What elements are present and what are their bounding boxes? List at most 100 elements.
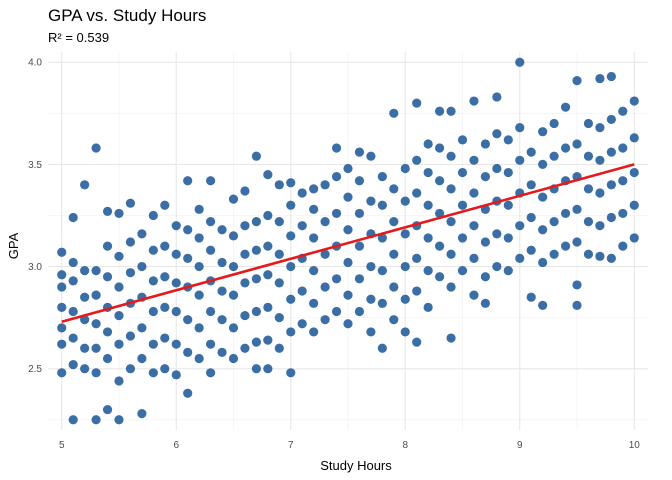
data-point — [583, 151, 594, 161]
data-point — [343, 163, 353, 174]
data-point — [366, 261, 376, 272]
data-point — [389, 249, 399, 259]
data-point — [595, 188, 605, 198]
data-point — [595, 221, 605, 231]
data-point — [183, 176, 193, 186]
data-points — [57, 57, 639, 425]
data-point — [492, 229, 502, 239]
data-point — [57, 323, 67, 333]
data-point — [618, 241, 628, 251]
data-point — [125, 268, 136, 278]
data-point — [503, 233, 513, 243]
data-point — [515, 221, 525, 231]
data-point — [526, 292, 536, 302]
data-point — [183, 315, 193, 325]
data-point — [148, 368, 158, 378]
data-point — [171, 278, 181, 288]
data-point — [435, 241, 445, 251]
data-point — [377, 172, 387, 182]
data-point — [526, 147, 536, 157]
data-point — [125, 198, 136, 208]
data-point — [469, 96, 479, 106]
data-point — [205, 368, 216, 378]
data-point — [309, 266, 319, 276]
data-point — [423, 266, 433, 276]
data-point — [309, 204, 319, 214]
data-point — [217, 315, 227, 325]
data-point — [251, 245, 261, 255]
data-point — [503, 167, 513, 178]
data-point — [286, 200, 296, 210]
data-point — [160, 200, 170, 210]
data-point — [606, 253, 616, 263]
data-point — [560, 208, 571, 219]
data-point — [102, 353, 113, 364]
data-point — [377, 200, 387, 210]
data-point — [102, 272, 113, 282]
data-point — [274, 313, 284, 323]
chart-title: GPA vs. Study Hours — [48, 6, 207, 25]
data-point — [297, 319, 307, 329]
data-point — [309, 298, 319, 308]
data-point — [194, 323, 204, 333]
data-point — [148, 245, 158, 255]
data-point — [572, 237, 582, 247]
data-point — [446, 282, 456, 292]
data-point — [606, 71, 616, 82]
data-point — [400, 327, 410, 337]
data-point — [583, 184, 594, 194]
data-point — [469, 290, 479, 300]
data-point — [366, 327, 376, 337]
data-point — [412, 337, 422, 347]
data-point — [389, 216, 399, 227]
data-point — [526, 212, 536, 223]
data-point — [331, 306, 342, 317]
data-point — [228, 261, 239, 272]
data-point — [583, 118, 594, 129]
data-point — [160, 364, 170, 374]
data-point — [400, 229, 410, 239]
data-point — [205, 306, 216, 317]
data-point — [251, 306, 261, 317]
data-point — [343, 257, 353, 268]
data-point — [194, 290, 204, 300]
data-point — [480, 298, 491, 308]
data-point — [583, 216, 594, 227]
data-point — [331, 143, 342, 153]
data-point — [618, 106, 628, 116]
data-point — [469, 188, 479, 198]
data-point — [251, 151, 261, 161]
data-point — [492, 261, 502, 272]
data-point — [446, 249, 456, 259]
data-point — [137, 323, 147, 333]
data-point — [423, 200, 433, 210]
data-point — [629, 133, 639, 143]
data-point — [68, 212, 78, 223]
data-point — [618, 143, 628, 153]
data-point — [240, 310, 250, 321]
data-point — [457, 200, 468, 210]
data-point — [125, 331, 136, 341]
data-point — [114, 251, 124, 261]
data-point — [57, 368, 67, 378]
data-point — [354, 176, 365, 186]
data-point — [446, 216, 456, 227]
data-point — [286, 261, 296, 272]
data-point — [205, 245, 216, 255]
y-tick-label: 4.0 — [28, 58, 42, 69]
data-point — [160, 302, 170, 313]
data-point — [354, 241, 365, 251]
data-point — [251, 337, 261, 347]
data-point — [446, 184, 456, 194]
data-point — [572, 280, 582, 290]
data-point — [480, 237, 491, 247]
data-point — [538, 127, 548, 137]
data-point — [297, 188, 307, 198]
data-point — [80, 364, 90, 374]
data-point — [183, 225, 193, 235]
data-point — [217, 257, 227, 268]
data-point — [251, 274, 261, 284]
data-point — [331, 208, 342, 219]
data-point — [286, 178, 296, 188]
